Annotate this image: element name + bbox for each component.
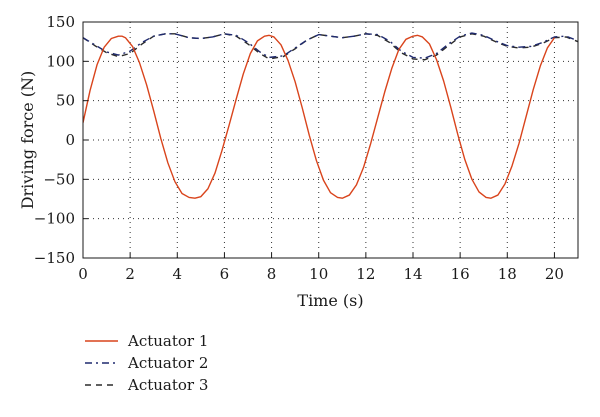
legend-label-actuator-3: Actuator 3 <box>127 376 208 394</box>
y-tick-label: −150 <box>34 249 75 267</box>
x-tick-label: 0 <box>78 265 88 283</box>
y-tick-label: −50 <box>43 170 75 188</box>
x-tick-label: 4 <box>173 265 183 283</box>
x-tick-label: 14 <box>403 265 422 283</box>
y-tick-label: −100 <box>34 210 75 228</box>
x-tick-label: 2 <box>125 265 135 283</box>
legend: Actuator 1 Actuator 2 Actuator 3 <box>85 332 208 394</box>
x-tick-label: 8 <box>267 265 277 283</box>
y-tick-label: 100 <box>46 52 75 70</box>
x-tick-label: 12 <box>356 265 375 283</box>
y-tick-label: 50 <box>56 92 75 110</box>
series-line-actuator-3 <box>83 33 578 61</box>
y-tick-label: 0 <box>65 131 75 149</box>
series-group <box>83 32 578 199</box>
x-tick-label: 10 <box>309 265 328 283</box>
legend-label-actuator-1: Actuator 1 <box>127 332 208 350</box>
y-axis-label: Driving force (N) <box>18 71 37 210</box>
axis-ticks: 0 2 4 6 8 10 12 14 16 18 20 −150 −100 −50 0 50 100 150 <box>34 13 564 283</box>
grid <box>83 22 578 258</box>
series-line-actuator-1 <box>83 34 556 199</box>
x-tick-label: 16 <box>451 265 470 283</box>
y-tick-label: 150 <box>46 13 75 31</box>
legend-label-actuator-2: Actuator 2 <box>127 354 208 372</box>
x-tick-label: 20 <box>545 265 564 283</box>
x-tick-label: 18 <box>498 265 517 283</box>
x-axis-label: Time (s) <box>297 291 363 310</box>
x-tick-label: 6 <box>220 265 230 283</box>
